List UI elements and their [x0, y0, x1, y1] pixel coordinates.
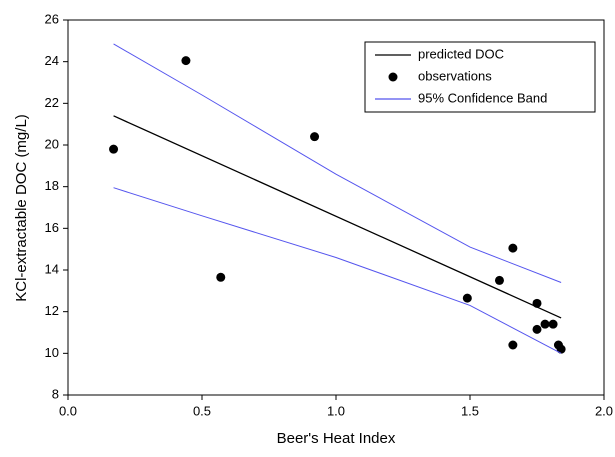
- predicted-line: [113, 115, 562, 319]
- observation-point: [556, 344, 566, 354]
- observation-point: [109, 144, 119, 154]
- x-tick-label: 0.0: [59, 403, 77, 418]
- y-tick-label: 10: [45, 345, 59, 360]
- confidence-band-lower: [113, 187, 562, 354]
- observation-point: [462, 293, 472, 303]
- observation-point: [216, 272, 226, 282]
- observation-point: [548, 319, 558, 329]
- y-tick-label: 20: [45, 136, 59, 151]
- observation-point: [532, 324, 542, 334]
- y-tick-label: 22: [45, 95, 59, 110]
- confidence-band-upper: [113, 43, 562, 283]
- observation-point: [310, 132, 320, 142]
- y-tick-label: 12: [45, 303, 59, 318]
- y-axis-label: KCl-extractable DOC (mg/L): [13, 114, 30, 302]
- y-tick-label: 24: [45, 53, 59, 68]
- observation-point: [494, 275, 504, 285]
- observation-point: [532, 298, 542, 308]
- y-tick-label: 16: [45, 220, 59, 235]
- legend-label: observations: [418, 68, 492, 83]
- observation-point: [508, 340, 518, 350]
- x-axis-label: Beer's Heat Index: [277, 430, 396, 447]
- legend-swatch: [388, 72, 398, 82]
- y-tick-label: 18: [45, 178, 59, 193]
- x-tick-label: 1.0: [327, 403, 345, 418]
- y-tick-label: 8: [52, 386, 59, 401]
- x-tick-label: 2.0: [595, 403, 613, 418]
- legend-box: [364, 41, 596, 113]
- legend-label: 95% Confidence Band: [418, 90, 547, 105]
- y-tick-label: 14: [45, 261, 59, 276]
- y-tick-label: 26: [45, 11, 59, 26]
- observation-point: [181, 56, 191, 66]
- x-tick-label: 1.5: [461, 403, 479, 418]
- legend-label: predicted DOC: [418, 46, 504, 61]
- x-tick-label: 0.5: [193, 403, 211, 418]
- observation-point: [508, 243, 518, 253]
- observation-point: [540, 319, 550, 329]
